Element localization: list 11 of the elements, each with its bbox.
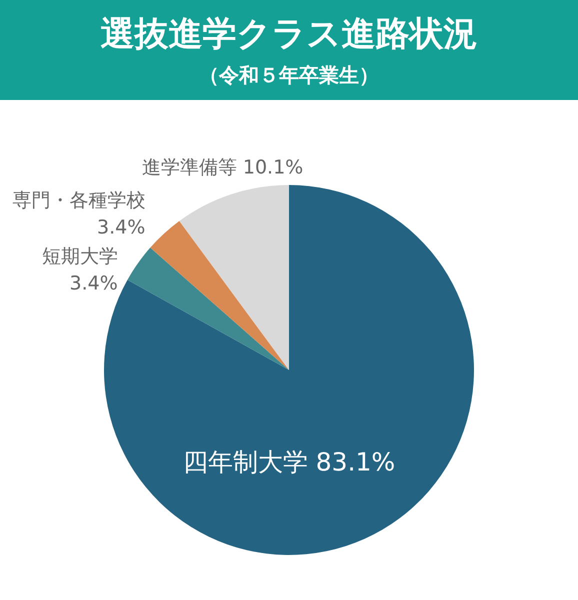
slice-label: 専門・各種学校 xyxy=(12,189,146,212)
chart-title: 選抜進学クラス進路状況 xyxy=(100,14,478,54)
pie-slice xyxy=(179,185,289,370)
data-label: 3.4% xyxy=(70,272,118,294)
pie-slice xyxy=(127,248,289,370)
chart-subtitle: （令和５年卒業生） xyxy=(199,63,379,87)
data-label: 3.4% xyxy=(97,216,146,238)
slice-label: 進学準備等 10.1% xyxy=(142,156,304,179)
slice-label: 短期大学 xyxy=(42,245,118,268)
slice-label: 四年制大学 83.1% xyxy=(182,448,396,476)
pie-slice xyxy=(150,221,289,370)
